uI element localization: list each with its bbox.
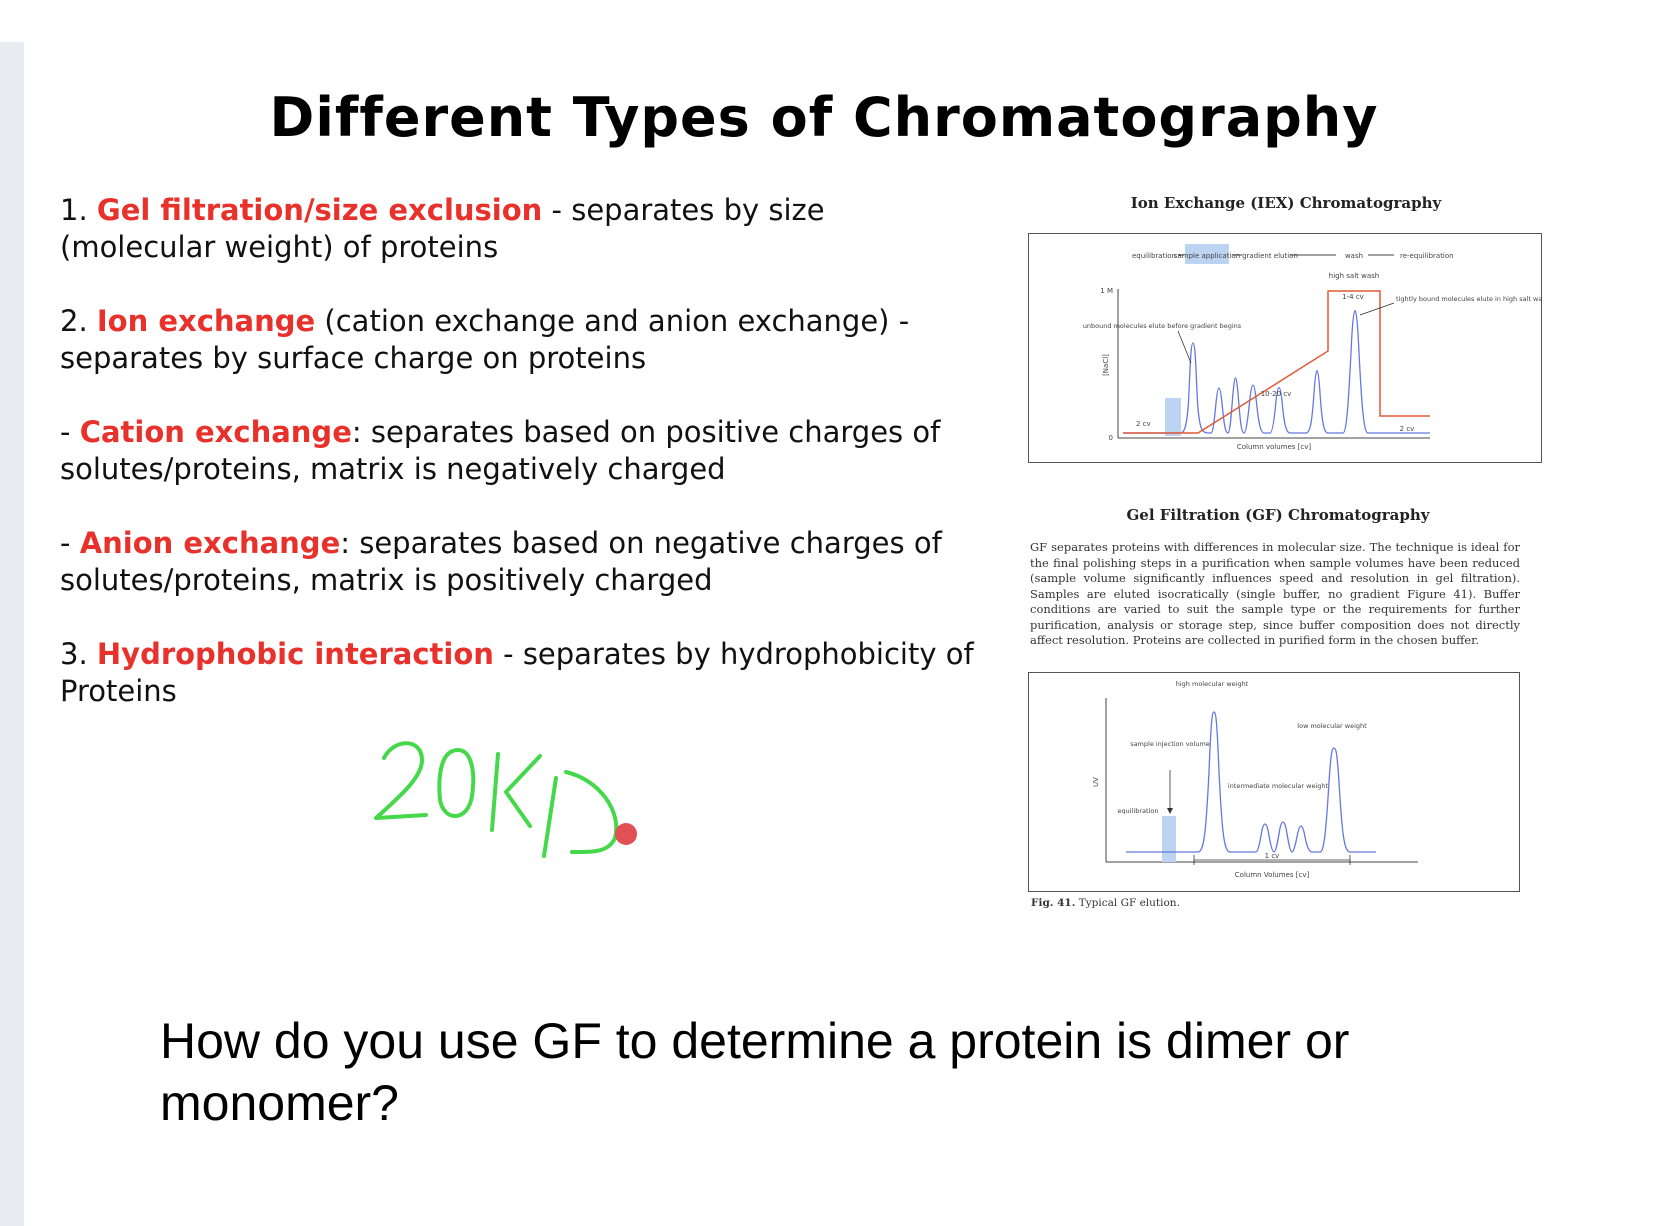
cv-10-20-label: 10-20 cv [1261, 390, 1292, 398]
item-highlight: Cation exchange [79, 415, 352, 449]
handwritten-annotation-20kd [360, 720, 660, 874]
phase-wash: wash [1345, 252, 1363, 260]
high-salt-wash-label: high salt wash [1329, 272, 1379, 280]
item-highlight: Hydrophobic interaction [96, 637, 494, 671]
item-highlight: Gel filtration/size exclusion [96, 193, 543, 227]
caption-text: Typical GF elution. [1075, 897, 1180, 909]
slide-question: How do you use GF to determine a protein… [160, 1013, 1350, 1131]
chromatography-types-list: 1. Gel filtration/size exclusion - separ… [60, 192, 980, 747]
iex-chromatogram: equilibration sample application gradien… [1028, 233, 1542, 463]
phase-equilibration: equilibration [1132, 252, 1176, 260]
gf-figure-title: Gel Filtration (GF) Chromatography [1126, 506, 1430, 524]
iex-figure-title: Ion Exchange (IEX) Chromatography [1130, 194, 1442, 212]
y-axis-label: [NaCl] [1102, 354, 1110, 376]
intermediate-mw-label: intermediate molecular weight [1228, 782, 1329, 790]
item-prefix: - [60, 415, 80, 449]
gf-x-axis-label: Column Volumes [cv] [1235, 871, 1310, 879]
gf-uv-trace [1126, 711, 1376, 853]
item-prefix: 3. [60, 637, 97, 671]
gf-sample-block [1162, 816, 1176, 862]
item-text: (cation exchange and anion exchange) - s… [60, 304, 910, 375]
caption-label: Fig. 41. [1031, 897, 1076, 909]
phase-gradient-elution: gradient elution [1242, 252, 1298, 260]
item-highlight: Ion exchange [96, 304, 316, 338]
item-text: : separates based on positive charges of… [60, 415, 941, 486]
list-item-anion-exchange: - Anion exchange: separates based on neg… [60, 525, 980, 599]
item-text: : separates based on negative charges of… [60, 526, 942, 597]
high-mw-label: high molecular weight [1176, 680, 1249, 688]
handwriting-strokes [374, 741, 637, 858]
sample-volume-block [1165, 398, 1181, 436]
y-zero-label: 0 [1109, 434, 1113, 442]
phase-sample-application: sample application [1174, 252, 1240, 260]
unbound-note: unbound molecules elute before gradient … [1083, 322, 1242, 330]
x-axis-label: Column volumes [cv] [1237, 443, 1312, 451]
sample-application-highlight [1185, 244, 1229, 264]
cv-2-right-label: 2 cv [1400, 425, 1415, 433]
list-item-gel-filtration: 1. Gel filtration/size exclusion - separ… [60, 192, 980, 266]
item-prefix: - [60, 526, 80, 560]
list-item-cation-exchange: - Cation exchange: separates based on po… [60, 414, 980, 488]
left-edge-bar [0, 42, 24, 1226]
salt-gradient-trace [1123, 290, 1430, 434]
gf-y-axis-label: UV [1092, 777, 1100, 787]
pointer-dot [615, 823, 637, 845]
low-mw-label: low molecular weight [1297, 722, 1367, 730]
y-max-label: 1 M [1100, 287, 1113, 295]
cv-2-left-label: 2 cv [1136, 420, 1151, 428]
item-prefix: 1. [60, 193, 97, 227]
item-text: - separates by hydrophobicity of Protein… [60, 637, 974, 708]
list-item-ion-exchange: 2. Ion exchange (cation exchange and ani… [60, 303, 980, 377]
gf-chromatogram: UV Column Volumes [cv] high molecular we… [1028, 672, 1520, 892]
gf-equilibration-label: equilibration [1118, 807, 1159, 815]
item-prefix: 2. [60, 304, 97, 338]
figure-caption: Fig. 41. Typical GF elution. [1031, 897, 1180, 909]
phase-re-equilibration: re-equilibration [1400, 252, 1454, 260]
gf-description: GF separates proteins with differences i… [1030, 540, 1520, 647]
list-item-hydrophobic: 3. Hydrophobic interaction - separates b… [60, 636, 980, 710]
slide-title: Different Types of Chromatography [269, 86, 1379, 149]
tightly-bound-note: tightly bound molecules elute in high sa… [1396, 295, 1542, 303]
item-text: - separates by size (molecular weight) o… [60, 193, 825, 264]
cv-1-4-label: 1-4 cv [1342, 293, 1364, 301]
cv-1-label: 1 cv [1265, 852, 1280, 860]
item-highlight: Anion exchange [79, 526, 341, 560]
sample-injection-label: sample injection volume [1130, 740, 1210, 748]
